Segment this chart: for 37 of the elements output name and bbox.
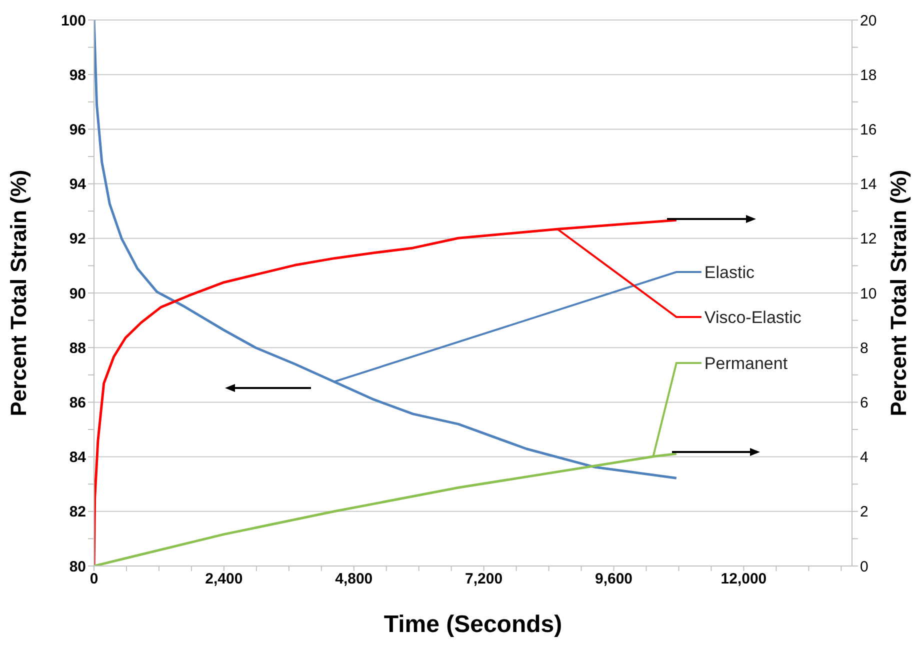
text: Elastic xyxy=(704,263,755,282)
line-series xyxy=(94,218,678,566)
y-tick-label: 92 xyxy=(69,230,86,248)
y2-tick-label: 10 xyxy=(860,285,877,302)
x-tick-label: 4,800 xyxy=(335,570,373,588)
x-tick-label: 0 xyxy=(90,570,98,588)
x-tick-label: 12,000 xyxy=(720,570,767,588)
y2-tick-label: 14 xyxy=(860,176,877,194)
y-tick-label: 94 xyxy=(69,176,87,194)
y-tick-label: 96 xyxy=(69,122,86,139)
y-tick-label: 88 xyxy=(69,340,86,357)
y2-tick-label: 2 xyxy=(860,504,868,521)
x-tick-label: 9,600 xyxy=(595,570,633,588)
text: Permanent xyxy=(704,354,788,373)
y-tick-label: 100 xyxy=(60,12,86,30)
x-tick-label: 2,400 xyxy=(205,570,243,588)
y2-tick-label: 6 xyxy=(860,394,868,412)
line-series xyxy=(94,20,678,480)
line-series xyxy=(94,452,678,566)
y-tick-label: 98 xyxy=(69,66,86,84)
x-axis-title: Time (Seconds) xyxy=(384,611,562,638)
x-tick-label: 7,200 xyxy=(465,570,503,588)
y2-tick-label: 20 xyxy=(860,12,877,30)
text: Visco-Elastic xyxy=(704,308,802,327)
y2-tick-label: 16 xyxy=(860,122,877,139)
y-tick-label: 84 xyxy=(69,449,87,466)
y2-tick-label: 18 xyxy=(860,66,877,84)
y-axis-title: Percent Total Strain (%) xyxy=(6,170,31,416)
y-tick-label: 90 xyxy=(69,285,86,302)
y2-axis-title: Percent Total Strain (%) xyxy=(886,170,911,416)
y-tick-label: 80 xyxy=(69,558,86,576)
y2-tick-label: 12 xyxy=(860,230,877,248)
y-tick-label: 82 xyxy=(69,504,86,521)
y2-tick-label: 4 xyxy=(860,449,868,466)
y2-tick-label: 8 xyxy=(860,340,868,357)
y-tick-label: 86 xyxy=(69,394,86,412)
y2-tick-label: 0 xyxy=(860,558,868,576)
